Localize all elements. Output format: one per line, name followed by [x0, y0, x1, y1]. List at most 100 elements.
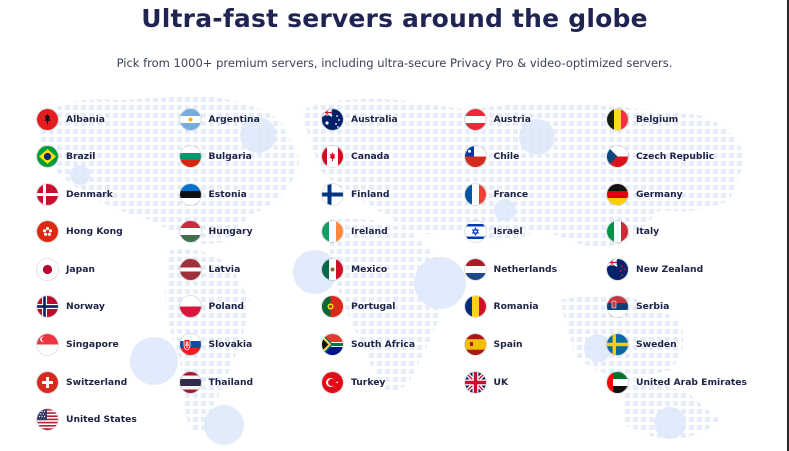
south-africa-flag-icon: [322, 334, 343, 356]
country-item-netherlands[interactable]: Netherlands: [464, 257, 608, 281]
country-name: Netherlands: [493, 263, 558, 275]
country-item-uk[interactable]: UK: [464, 370, 608, 394]
albania-flag-icon: [37, 108, 58, 130]
country-name: Finland: [351, 188, 390, 200]
country-item-brazil[interactable]: Brazil: [37, 145, 180, 169]
country-name: Israel: [493, 226, 523, 238]
denmark-flag-icon: [37, 183, 58, 205]
country-item-hong-kong[interactable]: Hong Kong: [37, 220, 180, 244]
country-item-norway[interactable]: Norway: [37, 295, 180, 319]
argentina-flag-icon: [179, 108, 201, 130]
singapore-flag-icon: [37, 334, 58, 356]
page-title: Ultra-fast servers around the globe: [141, 4, 648, 33]
country-item-germany[interactable]: Germany: [607, 182, 750, 206]
country-item-chile[interactable]: Chile: [464, 145, 608, 169]
spain-flag-icon: [464, 334, 486, 356]
estonia-flag-icon: [179, 183, 201, 205]
italy-flag-icon: [607, 221, 628, 243]
country-name: Romania: [493, 301, 539, 313]
country-name: Slovakia: [208, 339, 253, 351]
uk-flag-icon: [464, 371, 486, 393]
country-name: Australia: [351, 113, 398, 125]
country-item-singapore[interactable]: Singapore: [37, 333, 180, 357]
country-item-switzerland[interactable]: Switzerland: [37, 370, 180, 394]
country-item-japan[interactable]: Japan: [37, 257, 180, 281]
japan-flag-icon: [37, 258, 58, 280]
country-name: South Africa: [351, 339, 416, 351]
country-name: Ireland: [351, 226, 388, 238]
country-item-south-africa[interactable]: South Africa: [322, 333, 465, 357]
country-name: Belgium: [636, 113, 679, 125]
country-item-united-states[interactable]: United States: [37, 408, 180, 432]
country-item-belgium[interactable]: Belgium: [607, 107, 750, 131]
country-item-hungary[interactable]: Hungary: [179, 220, 323, 244]
country-item-turkey[interactable]: Turkey: [322, 370, 465, 394]
country-item-latvia[interactable]: Latvia: [179, 257, 323, 281]
norway-flag-icon: [37, 296, 58, 318]
brazil-flag-icon: [37, 146, 58, 168]
chile-flag-icon: [464, 146, 486, 168]
country-item-sweden[interactable]: Sweden: [607, 333, 750, 357]
country-item-austria[interactable]: Austria: [464, 107, 608, 131]
country-name: France: [493, 188, 529, 200]
country-name: Italy: [636, 226, 660, 238]
austria-flag-icon: [464, 108, 486, 130]
country-item-serbia[interactable]: Serbia: [607, 295, 750, 319]
country-name: Canada: [351, 151, 390, 163]
poland-flag-icon: [179, 296, 201, 318]
country-item-italy[interactable]: Italy: [607, 220, 750, 244]
country-name: Turkey: [351, 376, 386, 388]
country-name: Poland: [208, 301, 245, 313]
country-item-slovakia[interactable]: Slovakia: [179, 333, 323, 357]
mexico-flag-icon: [322, 258, 343, 280]
country-item-portugal[interactable]: Portugal: [322, 295, 465, 319]
country-item-denmark[interactable]: Denmark: [37, 182, 180, 206]
usa-flag-icon: [37, 409, 58, 431]
country-item-ireland[interactable]: Ireland: [322, 220, 465, 244]
israel-flag-icon: [464, 221, 486, 243]
belgium-flag-icon: [607, 108, 628, 130]
country-item-france[interactable]: France: [464, 182, 608, 206]
page-subtitle: Pick from 1000+ premium servers, includi…: [116, 56, 673, 70]
czech-republic-flag-icon: [607, 146, 628, 168]
country-grid: Albania Argentina Australia Austria Belg…: [37, 107, 757, 445]
country-name: Austria: [493, 113, 531, 125]
romania-flag-icon: [464, 296, 486, 318]
country-item-mexico[interactable]: Mexico: [322, 257, 465, 281]
country-item-united-arab-emirates[interactable]: United Arab Emirates: [607, 370, 750, 394]
country-item-czech-republic[interactable]: Czech Republic: [607, 145, 750, 169]
country-item-albania[interactable]: Albania: [37, 107, 180, 131]
country-item-thailand[interactable]: Thailand: [179, 370, 323, 394]
country-name: Spain: [493, 339, 523, 351]
country-name: Brazil: [66, 151, 96, 163]
country-item-poland[interactable]: Poland: [179, 295, 323, 319]
country-name: Switzerland: [66, 376, 128, 388]
australia-flag-icon: [322, 108, 343, 130]
country-name: Sweden: [636, 339, 677, 351]
country-name: Denmark: [66, 188, 113, 200]
country-item-canada[interactable]: Canada: [322, 145, 465, 169]
serbia-flag-icon: [607, 296, 628, 318]
country-name: Hong Kong: [66, 226, 123, 238]
country-name: Bulgaria: [208, 151, 252, 163]
country-item-spain[interactable]: Spain: [464, 333, 608, 357]
country-name: Latvia: [208, 263, 241, 275]
country-name: Portugal: [351, 301, 396, 313]
country-name: United States: [66, 414, 137, 426]
country-name: Hungary: [208, 226, 253, 238]
country-item-argentina[interactable]: Argentina: [179, 107, 323, 131]
country-item-romania[interactable]: Romania: [464, 295, 608, 319]
country-name: Albania: [66, 113, 105, 125]
finland-flag-icon: [322, 183, 343, 205]
country-name: Norway: [66, 301, 105, 313]
country-name: UK: [493, 376, 509, 388]
country-item-finland[interactable]: Finland: [322, 182, 465, 206]
country-item-australia[interactable]: Australia: [322, 107, 465, 131]
country-name: Serbia: [636, 301, 670, 313]
country-item-israel[interactable]: Israel: [464, 220, 608, 244]
country-item-new-zealand[interactable]: New Zealand: [607, 257, 750, 281]
country-item-estonia[interactable]: Estonia: [179, 182, 323, 206]
country-item-bulgaria[interactable]: Bulgaria: [179, 145, 323, 169]
turkey-flag-icon: [322, 371, 343, 393]
